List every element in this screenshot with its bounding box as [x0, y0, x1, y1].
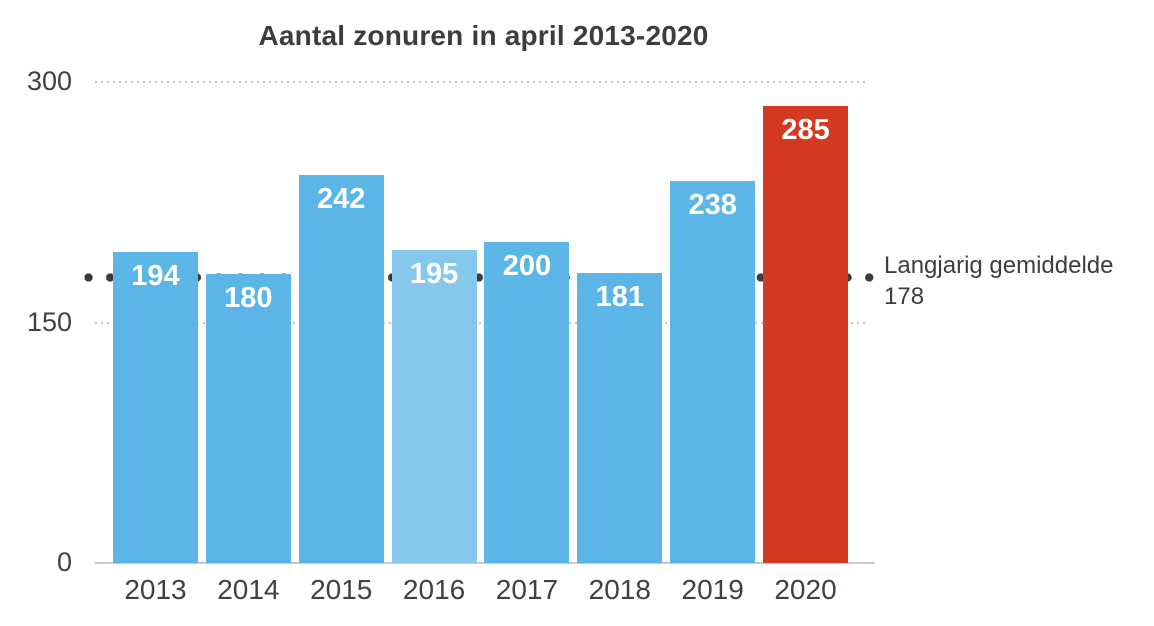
x-tick-2017: 2017 — [495, 574, 559, 605]
x-tick-2020: 2020 — [774, 574, 837, 605]
gridline-300 — [95, 81, 865, 83]
y-tick-150: 150 — [26, 306, 72, 337]
average-line-label-value: 178 — [884, 283, 925, 310]
x-tick-2014: 2014 — [217, 574, 280, 605]
average-line-label: Langjarig gemiddelde 178 — [884, 250, 1144, 312]
bar-2019: 238 — [670, 181, 756, 563]
average-line-label-text: Langjarig gemiddelde — [884, 252, 1114, 279]
chart-title: Aantal zonuren in april 2013-2020 — [258, 20, 709, 51]
x-tick-2018: 2018 — [588, 574, 651, 605]
average-line — [84, 273, 875, 283]
bar-value-2014: 180 — [224, 282, 273, 315]
x-tick-2016: 2016 — [402, 574, 466, 605]
bar-2014: 180 — [205, 274, 291, 563]
bar-value-2019: 238 — [688, 189, 737, 222]
bar-value-2018: 181 — [595, 280, 644, 313]
bar-2015: 242 — [298, 174, 384, 563]
bar-value-2013: 194 — [131, 259, 180, 292]
bar-2018: 181 — [577, 272, 663, 563]
y-tick-300: 300 — [26, 66, 72, 96]
bar-2020: 285 — [763, 106, 849, 563]
bar-value-2015: 242 — [317, 182, 366, 215]
x-tick-2013: 2013 — [124, 574, 187, 605]
bar-2013: 194 — [113, 251, 198, 563]
bar-2017: 200 — [484, 242, 570, 563]
bar-value-2016: 195 — [409, 258, 459, 291]
x-axis-line — [95, 562, 875, 564]
bar-2016: 195 — [391, 250, 477, 563]
bar-value-2017: 200 — [502, 250, 552, 283]
bar-value-2020: 285 — [781, 114, 830, 147]
x-tick-2015: 2015 — [310, 574, 373, 605]
gridline-150 — [95, 321, 865, 324]
x-tick-2019: 2019 — [681, 574, 744, 605]
y-tick-0: 0 — [56, 547, 72, 577]
